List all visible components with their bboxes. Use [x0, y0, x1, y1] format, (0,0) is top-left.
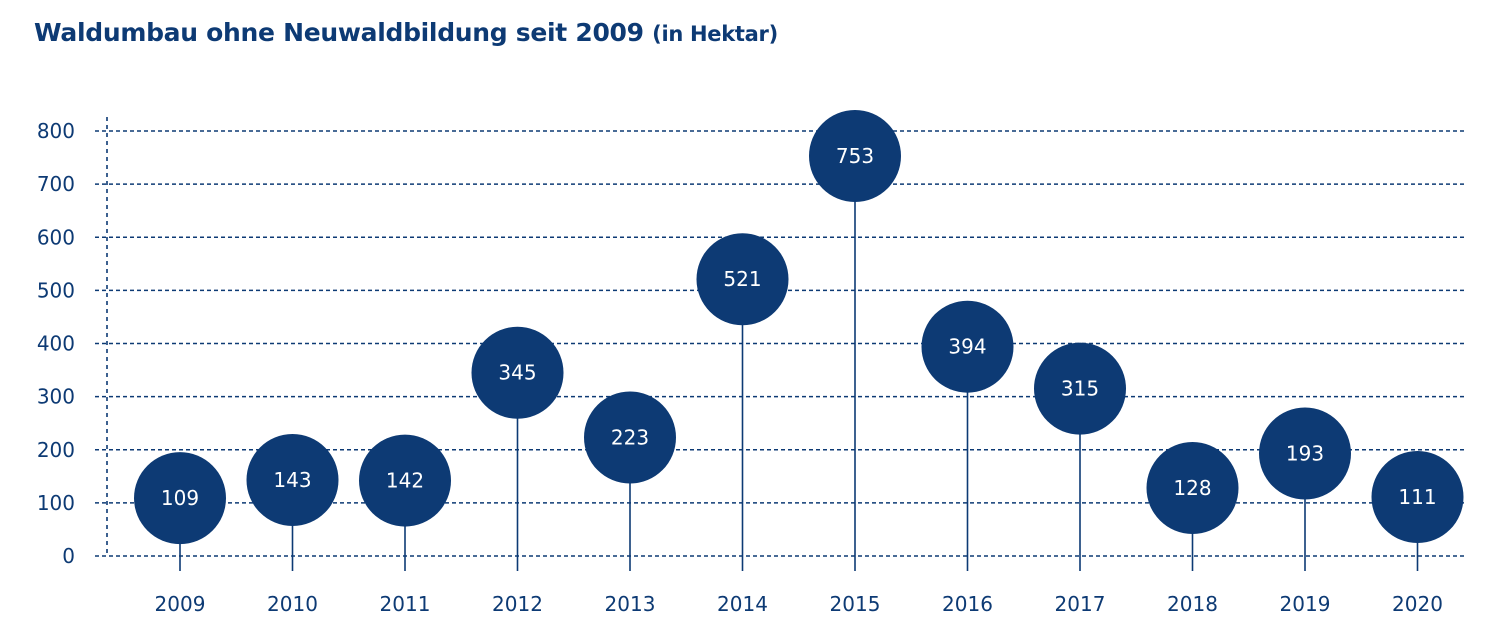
x-tick-label: 2011 [380, 592, 431, 616]
data-label: 193 [1286, 441, 1324, 465]
y-tick-label: 500 [37, 278, 75, 302]
data-point-circle [471, 326, 564, 419]
y-tick-label: 200 [37, 438, 75, 462]
data-point-circle [1259, 407, 1351, 500]
data-point-circle [246, 434, 339, 527]
data-label: 345 [498, 361, 536, 385]
data-label: 143 [273, 468, 311, 492]
data-point-circle [696, 233, 789, 326]
x-tick-label: 2019 [1280, 592, 1331, 616]
data-label: 394 [948, 335, 986, 359]
x-tick-label: 2017 [1055, 592, 1106, 616]
data-marks: 109 143 142 345 223 521 753 394 315 128 193 111 [134, 109, 1464, 556]
data-label: 128 [1173, 476, 1211, 500]
x-tick-label: 2015 [830, 592, 881, 616]
y-tick-label: 600 [37, 225, 75, 249]
x-tick-label: 2009 [155, 592, 206, 616]
y-tick-label: 700 [37, 172, 75, 196]
chart-title: Waldumbau ohne Neuwaldbildung seit 2009 … [34, 18, 778, 47]
y-tick-label: 0 [62, 544, 75, 568]
data-label: 223 [611, 426, 649, 450]
y-tick-label: 100 [37, 491, 75, 515]
y-tick-label: 300 [37, 385, 75, 409]
data-point-circle [921, 300, 1014, 393]
x-tick-label: 2014 [717, 592, 768, 616]
data-point-circle [1034, 342, 1126, 435]
x-tick-label: 2013 [605, 592, 656, 616]
data-point-circle [359, 434, 451, 527]
x-tick-label: 2012 [492, 592, 543, 616]
data-label: 753 [836, 144, 874, 168]
data-point-circle [1371, 451, 1464, 544]
x-tick-label: 2020 [1392, 592, 1443, 616]
data-label: 521 [723, 267, 761, 291]
data-point-circle [809, 109, 901, 202]
data-point-circle [134, 452, 226, 545]
data-point-circle [1146, 442, 1239, 534]
chart-title-unit: (in Hektar) [652, 22, 778, 46]
data-point-circle [584, 391, 676, 484]
y-tick-label: 800 [37, 119, 75, 143]
y-tick-label: 400 [37, 332, 75, 356]
x-axis: 2009 2010 2011 2012 2013 2014 2015 2016 2017 2018… [155, 556, 1443, 616]
chart-title-text: Waldumbau ohne Neuwaldbildung seit 2009 [34, 18, 644, 47]
data-label: 315 [1061, 377, 1099, 401]
data-label: 111 [1398, 485, 1436, 509]
x-tick-label: 2018 [1167, 592, 1218, 616]
x-tick-label: 2010 [267, 592, 318, 616]
data-label: 109 [161, 486, 199, 510]
gridlines [95, 130, 1465, 557]
y-axis: 0 100 200 300 400 500 600 700 800 [37, 117, 108, 568]
x-tick-label: 2016 [942, 592, 993, 616]
data-label: 142 [386, 469, 424, 493]
